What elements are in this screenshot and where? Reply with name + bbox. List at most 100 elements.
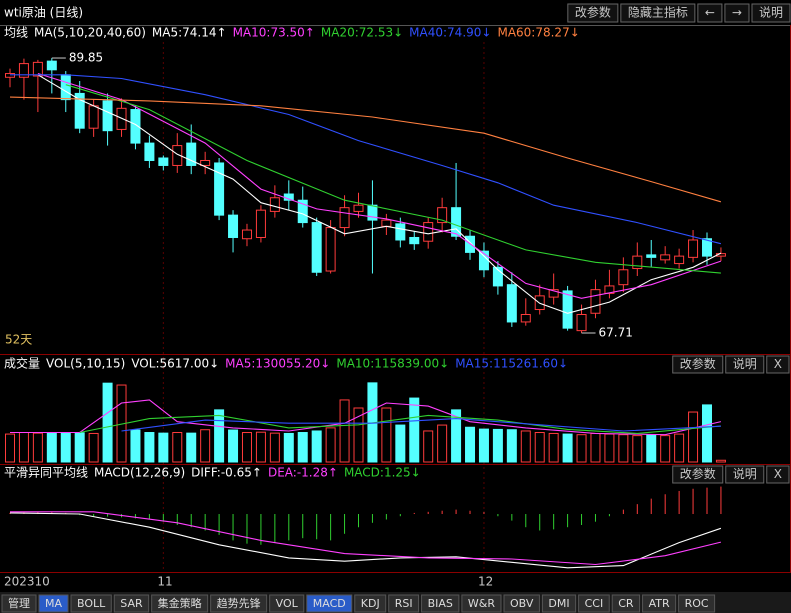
tab[interactable]	[38, 594, 69, 613]
button[interactable]	[620, 3, 696, 23]
button[interactable]	[672, 465, 724, 484]
tab-label[interactable]: MACD	[313, 597, 346, 610]
tab[interactable]	[269, 594, 305, 613]
button-label[interactable]: 说明	[733, 466, 757, 481]
tab[interactable]	[1, 594, 37, 613]
tab[interactable]	[642, 594, 677, 613]
tab-label[interactable]: 集金策略	[158, 596, 202, 610]
tab-label[interactable]: CCI	[585, 597, 604, 610]
button-label[interactable]: 说明	[733, 356, 757, 371]
tab-label[interactable]: 管理	[8, 596, 30, 610]
tab-label[interactable]: DMI	[548, 597, 569, 610]
tab-label[interactable]: W&R	[468, 597, 495, 610]
tab-label[interactable]: KDJ	[361, 597, 380, 610]
volume-bar	[604, 433, 615, 463]
volume-bar	[688, 411, 699, 463]
tab[interactable]	[306, 594, 353, 613]
volume-bar	[478, 428, 489, 463]
volume-bar	[353, 407, 364, 463]
tab[interactable]	[678, 594, 716, 613]
candle-body	[562, 290, 573, 329]
volume-bar	[18, 432, 29, 463]
candle-body	[451, 207, 462, 237]
volume-bar	[437, 424, 448, 463]
tab[interactable]	[611, 594, 641, 613]
tab[interactable]	[461, 594, 502, 613]
tab-label[interactable]: SAR	[120, 597, 143, 610]
tab-label[interactable]: ROC	[685, 597, 709, 610]
volume-bar	[144, 432, 155, 463]
legend-entry: MACD:1.25↓	[344, 466, 421, 480]
tab[interactable]	[541, 594, 577, 613]
button-label[interactable]: X	[774, 467, 782, 481]
volume-bar	[297, 432, 308, 463]
legend-entry: MA5:130055.20↓	[225, 357, 330, 371]
candle-body	[186, 142, 197, 166]
tab-label[interactable]: BIAS	[428, 597, 453, 610]
button[interactable]	[725, 355, 765, 374]
volume-bar	[102, 382, 113, 463]
tab-label[interactable]: ATR	[649, 597, 670, 610]
button[interactable]	[724, 3, 750, 23]
button-label[interactable]: 改参数	[575, 5, 611, 20]
volume-bar	[646, 434, 657, 463]
candle-body	[548, 289, 559, 298]
button-label[interactable]: 改参数	[680, 356, 716, 371]
button[interactable]	[751, 3, 791, 23]
button[interactable]	[697, 3, 723, 23]
tab[interactable]	[388, 594, 420, 613]
button[interactable]	[672, 355, 724, 374]
tab-label[interactable]: VOL	[276, 597, 299, 610]
candle-body	[241, 229, 252, 240]
button-label[interactable]: ←	[705, 6, 715, 20]
button-label[interactable]: →	[732, 6, 742, 20]
price-annotation: 89.85	[69, 51, 103, 65]
tab-label[interactable]: 趋势先锋	[217, 597, 261, 610]
tab[interactable]	[210, 594, 268, 613]
tab-label[interactable]: MA	[45, 597, 62, 610]
volume-bar	[590, 432, 601, 463]
candle-body	[5, 73, 15, 78]
volume-bar	[506, 429, 517, 463]
volume-bar	[158, 432, 169, 463]
button-label[interactable]: 说明	[759, 5, 783, 20]
volume-bar	[228, 429, 239, 463]
ma-line	[37, 72, 722, 299]
tab[interactable]	[578, 594, 610, 613]
tab-label[interactable]: RSI	[395, 597, 413, 610]
x-tick-label: 11	[157, 575, 172, 589]
volume-bar	[186, 432, 197, 463]
tab[interactable]	[70, 594, 112, 613]
tab-label[interactable]: BOLL	[77, 597, 106, 610]
volume-bar	[409, 397, 420, 463]
button[interactable]	[725, 465, 765, 484]
candle-body	[702, 238, 712, 257]
candle-body	[46, 60, 57, 71]
button[interactable]	[766, 465, 790, 484]
volume-bar	[283, 432, 294, 463]
button-label[interactable]: X	[774, 357, 782, 371]
button-label[interactable]: 改参数	[680, 466, 716, 481]
tab[interactable]	[503, 594, 540, 613]
tab-label[interactable]: OBV	[510, 597, 534, 610]
candle-body	[688, 239, 699, 258]
candle-body	[618, 269, 629, 286]
tab[interactable]	[354, 594, 387, 613]
button[interactable]	[766, 355, 790, 374]
button[interactable]	[567, 3, 619, 23]
candle-body	[353, 204, 364, 212]
tab[interactable]	[151, 594, 209, 613]
volume-bar	[269, 432, 280, 463]
button-label[interactable]: 隐藏主指标	[628, 5, 688, 20]
tab[interactable]	[113, 594, 150, 613]
candle-body	[297, 199, 308, 224]
tab-label[interactable]: CR	[618, 597, 634, 610]
volume-bar	[255, 431, 266, 463]
candle-body	[492, 266, 503, 287]
indicator-params: MACD(12,26,9)	[94, 466, 185, 480]
ma-line	[37, 74, 722, 314]
tab[interactable]	[421, 594, 460, 613]
candle-body	[130, 109, 141, 144]
legend-entry: MA10:73.50↑	[233, 26, 315, 40]
